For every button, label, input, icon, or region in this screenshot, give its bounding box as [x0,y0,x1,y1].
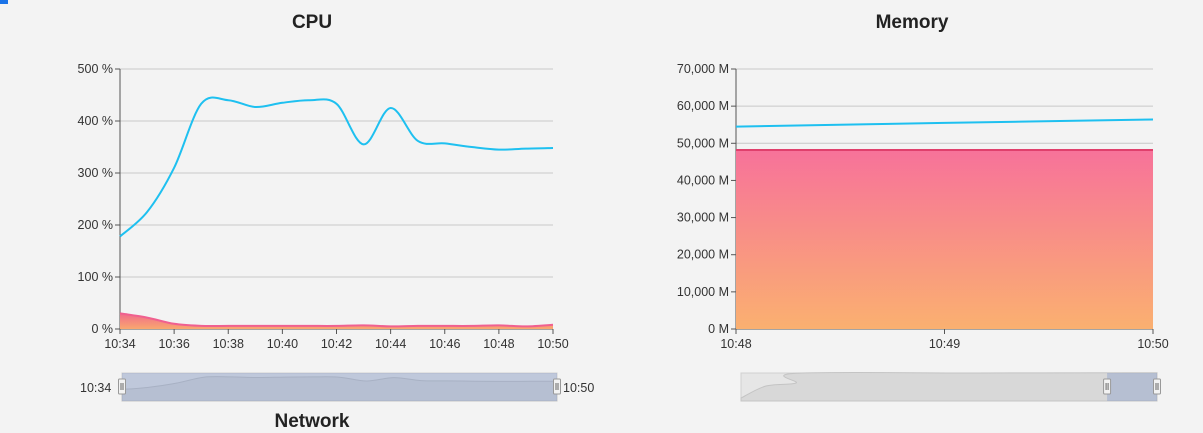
cpu-navigator-end-label: 10:50 [563,381,595,395]
navigator-selection [122,373,557,401]
cpu-chart-title: CPU [291,12,333,33]
y-tick-label: 60,000 M [677,99,729,113]
y-tick-label: 100 % [78,270,113,284]
navigator-left-handle[interactable] [1103,378,1112,395]
y-tick-label: 50,000 M [677,136,729,150]
x-tick-label: 10:48 [483,337,514,351]
y-tick-label: 40,000 M [677,173,729,187]
cpu-chart: 0 %100 %200 %300 %400 %500 %10:34 10:36 10… [78,62,569,402]
area-fill [736,150,1153,329]
x-tick-label: 10:36 [158,337,189,351]
y-tick-label: 70,000 M [677,62,729,76]
cpu-navigator-start-label: 10:34 [80,381,112,395]
x-axis: 10:48 10:49 10:50 [720,328,1169,351]
x-tick-label: 10:42 [321,337,352,351]
y-tick-label: 200 % [78,218,113,232]
x-tick-label: 10:50 [537,337,568,351]
navigator-right-handle[interactable] [1153,378,1161,395]
y-axis: 0 % 100 % 200 % 300 % 400 % 500 % [78,62,553,336]
line-series [119,96,554,238]
corner-mark [0,0,8,4]
x-axis: 10:34 10:36 10:38 10:40 10:42 10:44 10:46 10:48… [104,328,569,351]
y-tick-label: 500 % [78,62,113,76]
navigator [118,372,561,402]
navigator-selection [1107,373,1157,401]
y-tick-label: 10,000 M [677,285,729,299]
line-series [735,118,1154,128]
x-tick-label: 10:44 [375,337,406,351]
y-tick-label: 20,000 M [677,248,729,262]
x-tick-label: 10:49 [929,337,960,351]
area-fill [120,313,553,329]
navigator-left-handle[interactable] [118,378,126,395]
area-series-line [119,312,554,328]
navigator-series [121,376,558,402]
y-tick-label: 400 % [78,114,113,128]
memory-chart: 0 M 10,000 M 20,000 M 30,000 M 40,000 M 50,00… [677,62,1169,402]
navigator [740,371,1161,402]
x-tick-label: 10:40 [267,337,298,351]
x-tick-label: 10:50 [1137,337,1168,351]
x-tick-label: 10:38 [213,337,244,351]
y-tick-label: 300 % [78,166,113,180]
y-tick-label: 30,000 M [677,211,729,225]
navigator-right-handle[interactable] [553,378,561,395]
navigator-series [740,371,1158,402]
memory-chart-title: Memory [875,12,949,33]
y-tick-label: 0 % [91,322,113,336]
x-tick-label: 10:46 [429,337,460,351]
y-tick-label: 0 M [708,322,729,336]
x-tick-label: 10:34 [104,337,135,351]
x-tick-label: 10:48 [720,337,751,351]
